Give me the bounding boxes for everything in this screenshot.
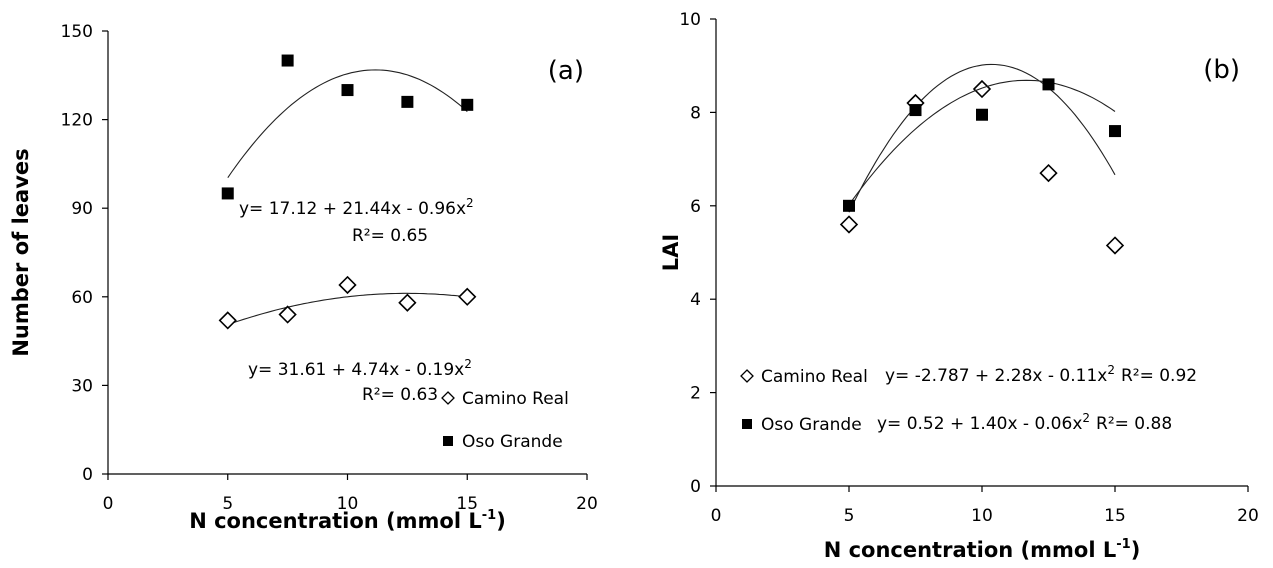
y-tick-label: 0	[82, 465, 93, 485]
x-axis-label: N concentration (mmol L-1)	[189, 508, 506, 533]
r-squared-label: R²= 0.65	[352, 226, 428, 246]
legend-label: Oso Grande	[462, 432, 563, 452]
legend-marker	[443, 436, 453, 446]
y-tick-label: 120	[61, 111, 93, 131]
x-tick-label: 15	[456, 494, 478, 514]
legend-item-oso-grande: Oso Grande	[443, 432, 563, 452]
trend-line	[227, 69, 468, 179]
data-point	[281, 54, 294, 67]
data-point	[341, 84, 354, 97]
x-axis-label-text: N concentration (mmol L	[824, 538, 1117, 562]
x-tick-label: 0	[711, 506, 722, 526]
legend-label: Camino Real	[761, 367, 868, 387]
data-point	[1042, 78, 1055, 91]
y-tick-label: 30	[71, 376, 93, 396]
trend-line	[848, 63, 1116, 213]
r-squared-label: R²= 0.88	[1096, 414, 1172, 434]
chart-panel-a: 0 30 60 90 120 150 0 5 10 15 20 Number of leaves N c…	[9, 22, 598, 533]
equation-exponent: 2	[464, 357, 472, 371]
data-point	[843, 199, 855, 212]
equation-text: y= 17.12 + 21.44x - 0.96x	[239, 199, 466, 219]
legend-marker	[742, 419, 752, 429]
x-tick-label: 5	[222, 494, 233, 514]
legend-item-camino-real: Camino Real	[441, 389, 569, 409]
regression-equation: y= -2.787 + 2.28x - 0.11x2 R²= 0.92	[885, 363, 1197, 386]
y-tick-label: 0	[690, 477, 701, 497]
data-point	[461, 98, 474, 111]
y-tick-label: 150	[61, 22, 93, 42]
x-tick-label: 5	[844, 506, 855, 526]
data-point	[1105, 236, 1125, 255]
legend-item-camino-real: Camino Real	[740, 367, 868, 387]
equation-text: y= -2.787 + 2.28x - 0.11x	[885, 366, 1107, 386]
panel-label: (a)	[548, 56, 584, 86]
y-axis-label: Number of leaves	[9, 148, 33, 356]
equation-text: y= 0.52 + 1.40x - 0.06x	[877, 414, 1082, 434]
equation-exponent: 2	[1082, 411, 1090, 425]
x-axis-label-close: )	[1131, 538, 1141, 562]
data-point	[398, 293, 417, 312]
data-point	[972, 79, 992, 99]
regression-equation: y= 17.12 + 21.44x - 0.96x2	[239, 196, 474, 219]
legend-label: Oso Grande	[761, 415, 862, 435]
data-point	[218, 311, 237, 330]
x-tick-label: 15	[1104, 506, 1126, 526]
regression-equation: y= 0.52 + 1.40x - 0.06x2 R²= 0.88	[877, 411, 1172, 434]
chart-panel-b: 0 2 4 6 8 10 0 5 10 15 20 LAI N concentration (mmol …	[659, 10, 1259, 562]
series-camino-real	[839, 63, 1125, 255]
trend-line	[227, 292, 468, 326]
data-point	[1039, 163, 1058, 183]
x-tick-label: 0	[103, 494, 114, 514]
data-point	[338, 275, 357, 295]
equation-exponent: 2	[1107, 363, 1115, 377]
y-tick-label: 60	[71, 288, 93, 308]
data-point	[401, 95, 414, 108]
data-point	[839, 215, 859, 234]
legend-label: Camino Real	[462, 389, 569, 409]
y-tick-label: 10	[679, 10, 701, 30]
x-tick-label: 10	[337, 494, 359, 514]
data-point	[221, 187, 234, 200]
r-squared-label: R²= 0.92	[1121, 366, 1197, 386]
x-axis-label-unit-exponent: -1	[1116, 537, 1130, 552]
x-tick-label: 20	[576, 494, 598, 514]
x-axis-label-text: N concentration (mmol L	[189, 509, 482, 533]
data-point	[458, 287, 477, 306]
x-axis-label-unit-exponent: -1	[482, 508, 496, 523]
legend-item-oso-grande: Oso Grande	[742, 415, 862, 435]
x-axis-label-close: )	[496, 509, 506, 533]
y-tick-label: 6	[690, 197, 701, 217]
r-squared-label: R²= 0.63	[362, 385, 438, 405]
trend-line	[848, 79, 1116, 206]
data-point	[278, 305, 297, 324]
series-oso-grande	[843, 78, 1121, 212]
panel-label: (b)	[1203, 55, 1240, 85]
y-tick-label: 8	[690, 103, 701, 123]
data-point	[909, 104, 922, 117]
series-oso-grande	[221, 54, 474, 200]
y-tick-label: 4	[690, 290, 701, 310]
y-tick-label: 90	[71, 199, 93, 219]
legend-marker	[441, 391, 455, 405]
equation-text: y= 31.61 + 4.74x - 0.19x	[248, 360, 464, 380]
x-tick-label: 20	[1237, 506, 1259, 526]
x-tick-label: 10	[971, 506, 993, 526]
data-point	[1109, 125, 1121, 138]
regression-equation: y= 31.61 + 4.74x - 0.19x2	[248, 357, 472, 380]
series-camino-real	[218, 275, 477, 330]
y-axis-label: LAI	[659, 234, 683, 271]
equation-exponent: 2	[466, 196, 474, 210]
legend-marker	[740, 369, 754, 383]
x-axis-label: N concentration (mmol L-1)	[824, 537, 1141, 562]
data-point	[976, 108, 988, 121]
y-tick-label: 2	[690, 384, 701, 404]
